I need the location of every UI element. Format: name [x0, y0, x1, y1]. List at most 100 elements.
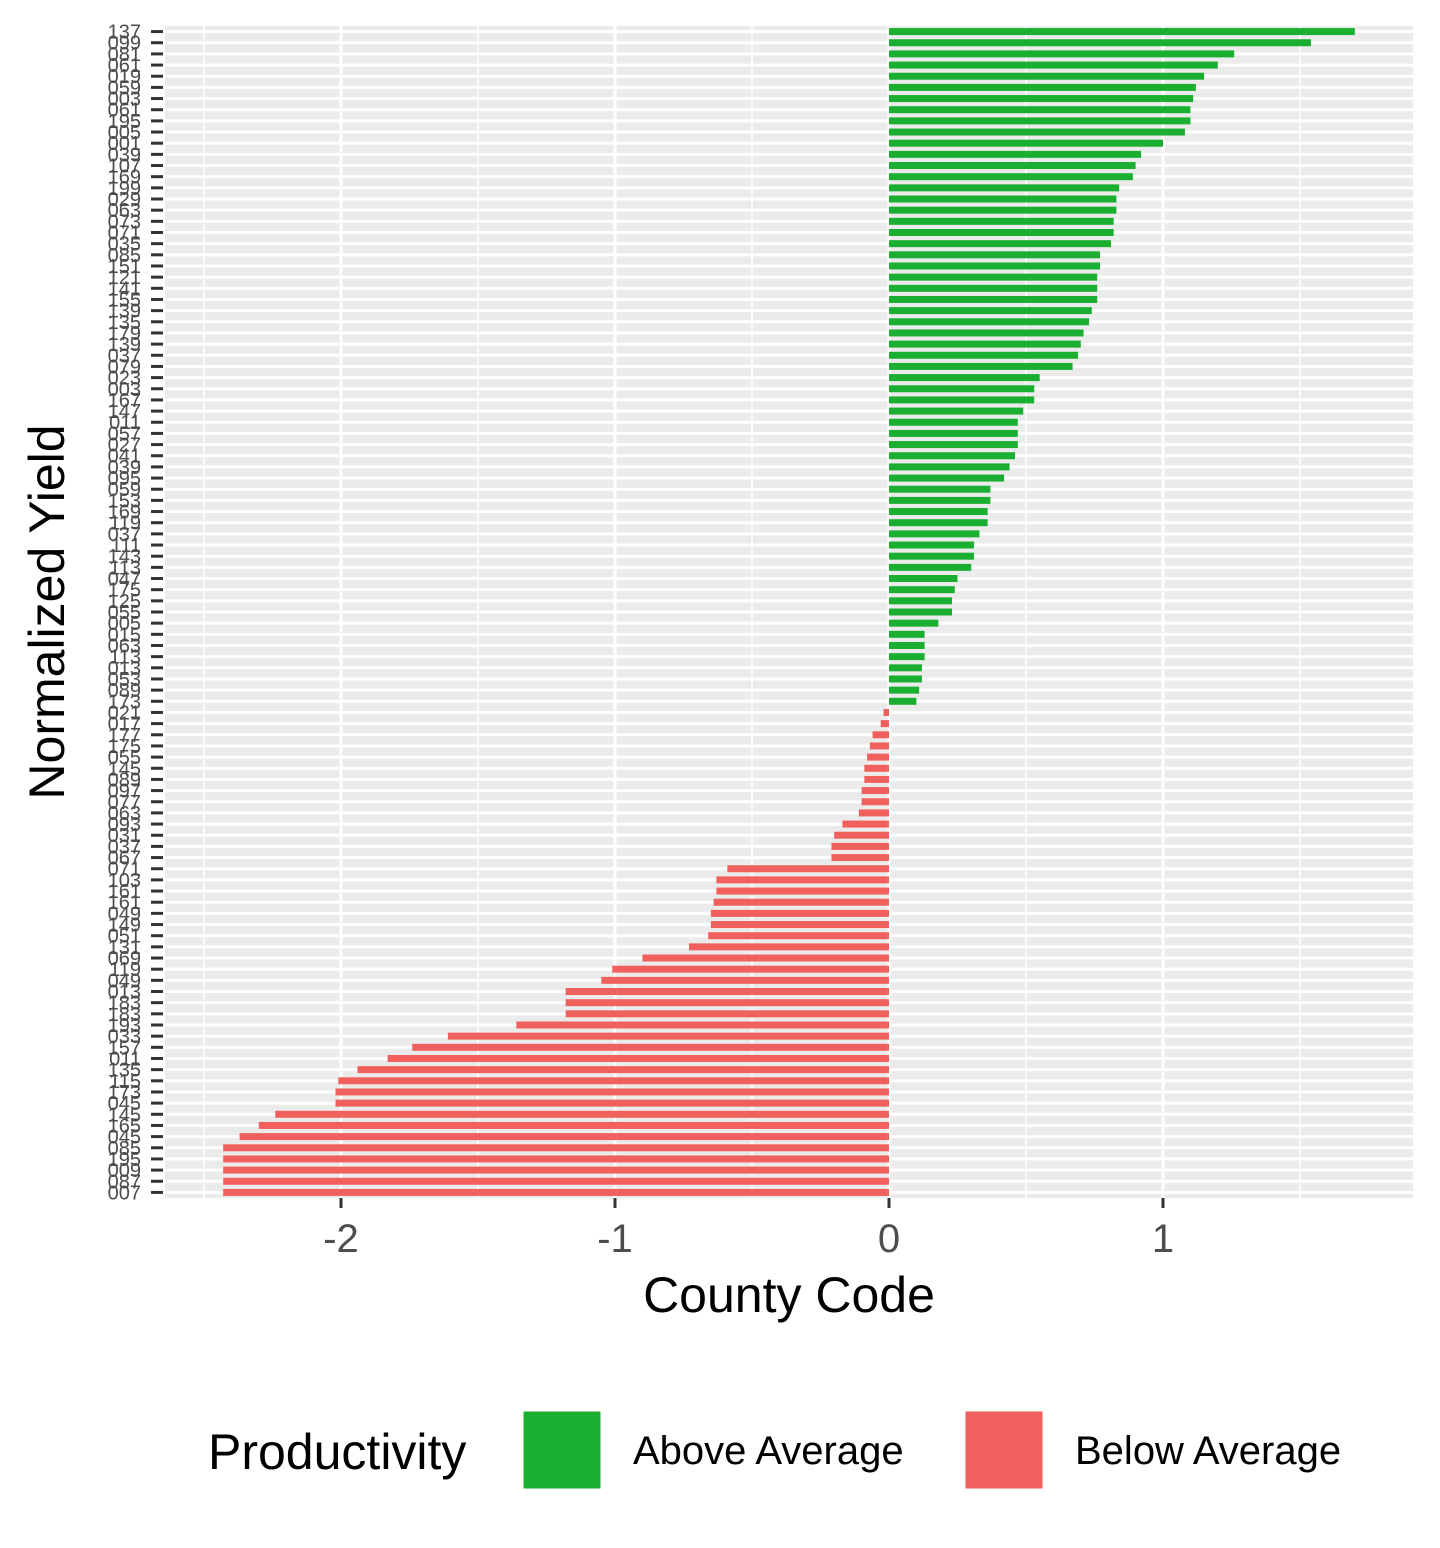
y-tick-label: 039	[108, 144, 141, 166]
bar	[889, 463, 1010, 471]
y-tick-label: 179	[108, 323, 141, 345]
bar	[223, 1177, 889, 1185]
bar	[889, 206, 1117, 214]
y-tick-label: 145	[108, 758, 141, 780]
bar	[889, 329, 1084, 337]
bar	[889, 173, 1133, 181]
bar	[889, 575, 958, 583]
bar	[861, 787, 889, 795]
bar	[869, 742, 889, 750]
y-tick-label: 079	[108, 356, 141, 378]
y-tick-label: 113	[109, 647, 141, 669]
y-tick-label: 143	[108, 546, 141, 568]
y-tick-label: 081	[108, 44, 141, 66]
y-tick-label: 095	[108, 468, 141, 490]
bar	[872, 731, 889, 739]
bar	[239, 1133, 889, 1141]
bar	[688, 943, 889, 951]
bar	[565, 988, 889, 996]
bar	[889, 228, 1114, 236]
bar	[867, 753, 889, 761]
y-tick-label: 173	[108, 691, 141, 713]
y-tick-label: 067	[108, 848, 141, 870]
y-tick-label: 157	[108, 1037, 141, 1059]
bar	[889, 619, 939, 627]
y-tick-label: 063	[108, 803, 141, 825]
y-tick-label: 061	[108, 100, 141, 122]
bar	[889, 653, 925, 661]
x-axis-title: County Code	[643, 1267, 935, 1323]
bar	[642, 954, 889, 962]
y-tick-label: 037	[108, 836, 141, 858]
y-tick-label: 161	[108, 881, 141, 903]
bar	[883, 708, 889, 716]
bar	[716, 876, 889, 884]
y-tick-label: 071	[108, 859, 141, 881]
y-tick-label: 119	[109, 959, 141, 981]
bar	[223, 1155, 889, 1163]
y-tick-label: 151	[108, 256, 141, 278]
y-tick-label: 045	[108, 1127, 141, 1149]
legend-label-above-average: Above Average	[633, 1429, 904, 1473]
y-tick-label: 097	[108, 781, 141, 803]
bar	[889, 552, 974, 560]
x-tick-labels: -2 -1 0 1	[323, 1198, 1174, 1261]
y-tick-label: 039	[108, 457, 141, 479]
bar	[889, 586, 955, 594]
y-tick-label: 085	[108, 1138, 141, 1160]
y-tick-label: 135	[108, 312, 141, 334]
bar	[889, 407, 1024, 415]
bar	[387, 1054, 889, 1062]
bar	[861, 798, 889, 806]
bar	[889, 519, 988, 527]
bar	[889, 83, 1196, 91]
y-tick-label: 113	[109, 557, 141, 579]
y-tick-label: 009	[108, 1160, 141, 1182]
bar	[889, 50, 1235, 58]
y-tick-label: 103	[108, 870, 141, 892]
bar	[889, 641, 925, 649]
y-tick-label: 037	[108, 524, 141, 546]
y-tick-label: 019	[108, 66, 141, 88]
y-tick-label: 177	[108, 725, 141, 747]
y-tick-label: 153	[108, 490, 141, 512]
bar	[889, 217, 1114, 225]
y-tick-label: 089	[108, 769, 141, 791]
y-tick-label: 141	[108, 278, 141, 300]
bar	[889, 240, 1111, 248]
bar	[710, 921, 889, 929]
y-tick-label: 165	[108, 1115, 141, 1137]
y-tick-label: 005	[108, 122, 141, 144]
y-tick-label: 139	[108, 301, 141, 323]
y-tick-label: 033	[108, 1026, 141, 1048]
bar	[258, 1121, 889, 1129]
y-tick-label: 063	[108, 635, 141, 657]
x-tick-label: -1	[597, 1217, 633, 1261]
y-tick-label: 041	[108, 446, 141, 468]
y-tick-label: 087	[108, 1171, 141, 1193]
y-tick-label: 053	[108, 669, 141, 691]
bar	[223, 1144, 889, 1152]
bar	[710, 909, 889, 917]
bar	[889, 284, 1098, 292]
bar	[889, 150, 1142, 158]
bar	[889, 307, 1092, 315]
bar	[834, 831, 889, 839]
bar	[831, 842, 889, 850]
y-tick-label: 139	[108, 334, 141, 356]
bar	[889, 295, 1098, 303]
y-tick-label: 111	[111, 535, 141, 557]
bar	[447, 1032, 889, 1040]
bar	[889, 452, 1016, 460]
y-tick-label: 027	[108, 435, 141, 457]
y-tick-label: 023	[108, 368, 141, 390]
y-tick-label: 099	[108, 33, 141, 55]
bar	[889, 697, 917, 705]
y-tick-label: 049	[108, 970, 141, 992]
bar	[889, 441, 1018, 449]
bar	[889, 385, 1035, 393]
y-tick-label: 169	[108, 502, 141, 524]
y-tick-label: 073	[108, 211, 141, 233]
y-tick-label: 061	[108, 55, 141, 77]
bar	[889, 563, 972, 571]
